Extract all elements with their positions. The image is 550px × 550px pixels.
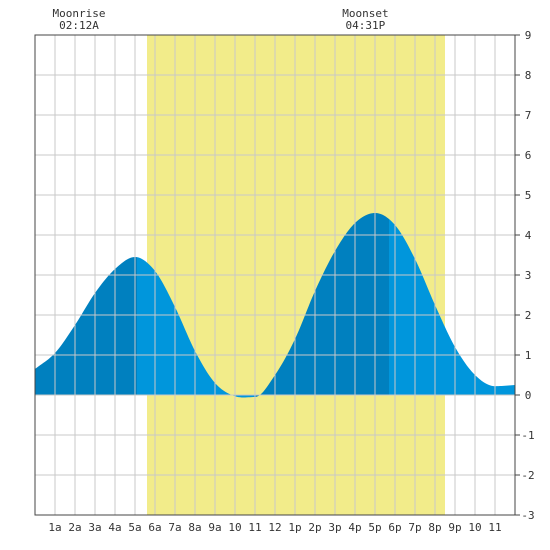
y-tick-label: -1	[521, 429, 534, 442]
x-tick-label: 11	[488, 521, 501, 534]
y-tick-label: 8	[525, 69, 532, 82]
y-tick-label: 5	[525, 189, 532, 202]
tide-rising-area	[35, 257, 137, 395]
x-tick-label: 6a	[148, 521, 161, 534]
y-tick-label: 0	[525, 389, 532, 402]
x-tick-label: 7p	[408, 521, 421, 534]
x-tick-label: 10	[228, 521, 241, 534]
x-tick-label: 4p	[348, 521, 361, 534]
y-tick-label: 2	[525, 309, 532, 322]
x-tick-label: 5p	[368, 521, 381, 534]
y-tick-label: 6	[525, 149, 532, 162]
x-tick-label: 2p	[308, 521, 321, 534]
x-tick-label: 1a	[48, 521, 61, 534]
x-tick-label: 1p	[288, 521, 301, 534]
x-tick-label: 8p	[428, 521, 441, 534]
x-tick-label: 8a	[188, 521, 201, 534]
moon-event-label: Moonrise	[53, 7, 106, 20]
moon-event-time: 02:12A	[59, 19, 99, 32]
x-tick-label: 5a	[128, 521, 141, 534]
moon-event-time: 04:31P	[346, 19, 386, 32]
y-tick-label: 3	[525, 269, 532, 282]
x-tick-label: 3a	[88, 521, 101, 534]
plot-frame	[34, 34, 516, 516]
y-tick-label: 9	[525, 29, 532, 42]
x-tick-label: 6p	[388, 521, 401, 534]
x-tick-label: 10	[468, 521, 481, 534]
moon-event-label: Moonset	[342, 7, 388, 20]
tide-falling-area	[137, 257, 255, 398]
x-tick-label: 9p	[448, 521, 461, 534]
x-tick-label: 7a	[168, 521, 181, 534]
x-tick-label: 11	[248, 521, 261, 534]
y-tick-label: 1	[525, 349, 532, 362]
y-tick-label: 4	[525, 229, 532, 242]
x-tick-label: 9a	[208, 521, 221, 534]
x-tick-label: 2a	[68, 521, 81, 534]
x-tick-label: 12	[268, 521, 281, 534]
y-tick-label: -2	[521, 469, 534, 482]
y-tick-label: 7	[525, 109, 532, 122]
tide-falling-area	[389, 219, 515, 395]
x-tick-label: 3p	[328, 521, 341, 534]
x-tick-label: 4a	[108, 521, 121, 534]
y-tick-label: -3	[521, 509, 534, 522]
